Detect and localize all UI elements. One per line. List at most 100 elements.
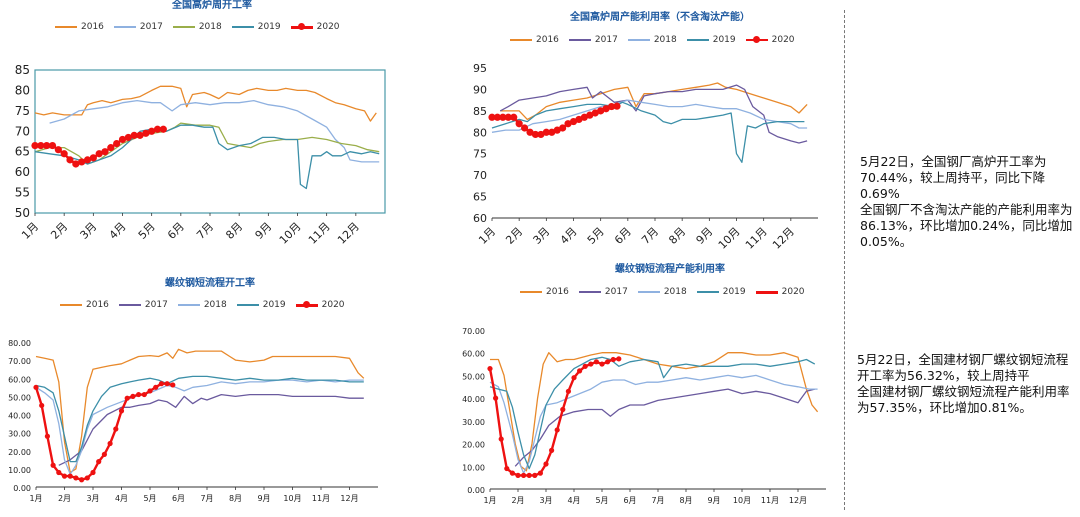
series-point-2020: [61, 473, 68, 479]
x-tick-label: 1月: [19, 220, 41, 242]
chart-plot-rebar-eaf-capacity: 0.00 10.00 20.00 30.00 40.00 50.00 60.00 70.00 1…: [462, 327, 826, 505]
y-tick-label: 50.00: [462, 372, 485, 381]
series-point-2020: [101, 148, 109, 156]
legend-label: 2016: [81, 22, 104, 32]
series-point-2020: [509, 470, 515, 476]
y-tick-label: 10.00: [462, 463, 485, 472]
legend-swatch-2018: [177, 304, 200, 306]
legend-item-2017: 2017: [113, 22, 163, 32]
legend-swatch-2017: [118, 304, 141, 306]
series-point-2020: [605, 359, 611, 365]
note-text: 5月22日，全国建材钢厂螺纹钢短流程开工率为56.32%，较上周持平: [857, 352, 1069, 383]
x-tick-label: 5月: [136, 220, 158, 242]
series-line-2019: [35, 375, 364, 463]
legend-swatch-2019: [686, 39, 709, 41]
legend-swatch-2016: [55, 26, 77, 28]
series-point-2020: [124, 395, 130, 401]
x-tick-label: 4月: [115, 494, 128, 503]
x-tick-label: 12月: [770, 225, 797, 252]
x-tick-label: 5月: [143, 494, 156, 503]
legend-label: 2016: [546, 287, 569, 297]
legend-swatch-2018: [172, 26, 195, 28]
y-tick-label: 60.00: [8, 375, 31, 384]
x-tick-label: 2月: [503, 225, 525, 247]
y-tick-label: 80: [473, 126, 487, 139]
x-tick-label: 6月: [165, 220, 187, 242]
series-point-2020: [515, 120, 523, 128]
x-tick-label: 11月: [306, 220, 333, 247]
x-tick-label: 3月: [531, 225, 553, 247]
y-tick-label: 10.00: [8, 466, 31, 475]
legend-item-2020: 2020: [755, 287, 805, 297]
legend-label: 2017: [144, 300, 168, 310]
note-text: 5月22日，全国钢厂高炉开工率为70.44%，较上周持平，同比下降0.69%: [860, 154, 1047, 201]
x-tick-label: 9月: [253, 220, 275, 242]
series-point-2020: [510, 113, 518, 121]
series-point-2020: [101, 451, 107, 457]
legend-item-2020: 2020: [290, 22, 340, 32]
series-point-2020: [153, 125, 162, 133]
x-tick-label: 9月: [707, 496, 720, 505]
series-point-2020: [44, 433, 51, 439]
legend-label: 2020: [771, 35, 795, 45]
y-tick-label: 85: [473, 105, 487, 118]
series-line-2017: [499, 84, 808, 144]
y-tick-label: 50: [15, 206, 30, 220]
y-tick-label: 65: [473, 191, 487, 204]
chart-legend: 2016 2017 2018 2019 2020: [60, 300, 345, 310]
x-tick-label: 12月: [335, 220, 362, 247]
legend-label: 2018: [663, 287, 687, 297]
series-point-2020: [521, 472, 527, 478]
legend-item-2016: 2016: [510, 35, 559, 45]
legend-item-2019: 2019: [231, 22, 281, 32]
x-tick-label: 5月: [585, 225, 607, 247]
series-point-2020: [602, 105, 610, 113]
legend-label: 2017: [139, 22, 163, 32]
y-tick-label: 20.00: [8, 448, 31, 457]
x-tick-label: 11月: [761, 496, 779, 505]
x-tick-label: 11月: [312, 494, 330, 503]
legend-swatch-2016: [60, 304, 82, 306]
chart-title: 螺纹钢短流程产能利用率: [615, 264, 725, 275]
series-point-2020: [588, 361, 594, 367]
legend-label: 2017: [594, 35, 618, 45]
series-point-2020: [610, 356, 616, 363]
legend-item-2018: 2018: [637, 287, 687, 297]
y-tick-label: 30.00: [8, 430, 31, 439]
series-line-2019: [34, 124, 380, 190]
legend-label: 2016: [536, 35, 559, 45]
x-tick-label: 8月: [223, 220, 245, 242]
x-tick-label: 1月: [483, 496, 496, 505]
series-point-2020: [118, 408, 125, 414]
series-point-2020: [548, 128, 556, 136]
x-tick-label: 2月: [48, 220, 70, 242]
x-tick-label: 10月: [716, 225, 743, 252]
chart-title: 全国高炉周开工率: [172, 0, 252, 11]
chart-plot-rebar-eaf-rate: 0.00 10.00 20.00 30.00 40.00 50.00 60.00 70.00 8…: [8, 339, 378, 503]
series-point-2020: [124, 133, 132, 142]
series-point-2020: [95, 150, 103, 158]
series-point-2020: [521, 124, 529, 132]
legend-label: 2018: [198, 22, 222, 32]
y-tick-label: 0.00: [13, 484, 31, 493]
series-point-2020: [113, 139, 121, 148]
y-tick-label: 60: [473, 212, 487, 225]
y-tick-label: 95: [473, 62, 487, 75]
series-point-2020: [569, 117, 578, 126]
y-tick-label: 70: [473, 169, 487, 182]
series-point-2020: [67, 473, 73, 479]
legend-item-2018: 2018: [177, 300, 227, 310]
series-point-2020: [79, 477, 85, 483]
series-point-2020: [43, 141, 51, 150]
legend-item-2017: 2017: [118, 300, 168, 310]
series-point-2020: [526, 472, 532, 478]
series-point-2020: [554, 427, 560, 433]
legend-label: 2018: [653, 35, 677, 45]
series-point-2020: [89, 154, 97, 162]
series-point-2020: [37, 141, 45, 150]
series-point-2020: [498, 436, 504, 442]
y-tick-label: 75: [473, 148, 487, 161]
series-point-2020: [83, 156, 92, 164]
legend-swatch-2018: [637, 291, 660, 293]
series-point-2020: [599, 361, 605, 367]
